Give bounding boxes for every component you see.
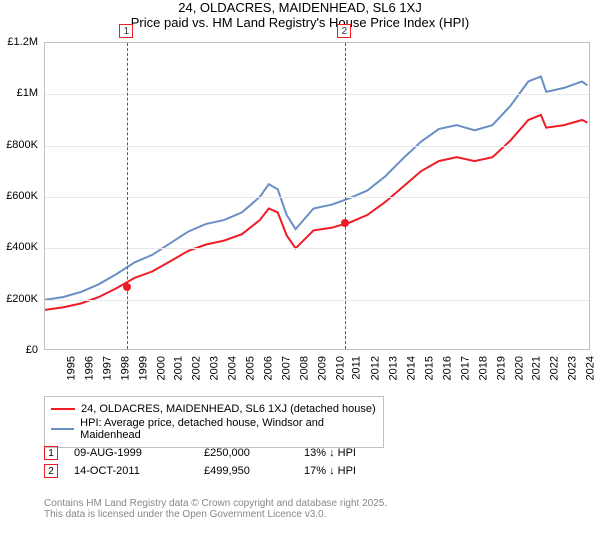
x-tick-label: 2017 <box>459 356 471 380</box>
y-tick-label: £1.2M <box>0 36 38 48</box>
x-tick-label: 2005 <box>245 356 257 380</box>
x-tick-label: 2002 <box>191 356 203 380</box>
x-tick-label: 1999 <box>137 356 149 380</box>
legend-item: 24, OLDACRES, MAIDENHEAD, SL6 1XJ (detac… <box>51 403 377 415</box>
x-tick-label: 1996 <box>83 356 95 380</box>
event-row-marker: 1 <box>44 446 58 460</box>
y-tick-label: £800K <box>0 139 38 151</box>
events-table: 1 09-AUG-1999£250,00013% ↓ HPI 2 14-OCT-201… <box>44 442 404 482</box>
event-marker-dot <box>341 219 349 227</box>
x-tick-label: 2020 <box>513 356 525 380</box>
event-row-date: 09-AUG-1999 <box>74 447 204 459</box>
chart-container: 24, OLDACRES, MAIDENHEAD, SL6 1XJ Price … <box>0 0 600 560</box>
x-tick-label: 2014 <box>406 356 418 380</box>
plot-area <box>44 42 590 350</box>
x-tick-label: 2009 <box>316 356 328 380</box>
event-marker-dot <box>123 283 131 291</box>
y-tick-label: £400K <box>0 241 38 253</box>
x-tick-label: 1995 <box>65 356 77 380</box>
y-tick-label: £0 <box>0 344 38 356</box>
x-tick-label: 2012 <box>370 356 382 380</box>
x-tick-label: 2016 <box>441 356 453 380</box>
legend: 24, OLDACRES, MAIDENHEAD, SL6 1XJ (detac… <box>44 396 384 448</box>
event-row: 2 14-OCT-2011£499,95017% ↓ HPI <box>44 464 404 478</box>
event-marker-label: 2 <box>337 24 351 38</box>
x-tick-label: 2001 <box>173 356 185 380</box>
x-tick-label: 2015 <box>424 356 436 380</box>
chart-subtitle: Price paid vs. HM Land Registry's House … <box>0 15 600 30</box>
x-tick-label: 2006 <box>262 356 274 380</box>
x-tick-label: 1998 <box>119 356 131 380</box>
attribution-footer: Contains HM Land Registry data © Crown c… <box>44 498 387 520</box>
legend-swatch <box>51 428 74 430</box>
chart-title: 24, OLDACRES, MAIDENHEAD, SL6 1XJ <box>0 0 600 15</box>
event-marker-label: 1 <box>119 24 133 38</box>
x-tick-label: 2013 <box>388 356 400 380</box>
x-tick-label: 2024 <box>585 356 597 380</box>
x-tick-label: 2004 <box>227 356 239 380</box>
event-row-price: £250,000 <box>204 447 304 459</box>
y-tick-label: £1M <box>0 87 38 99</box>
x-tick-label: 2021 <box>531 356 543 380</box>
x-tick-label: 2010 <box>334 356 346 380</box>
footer-line-1: Contains HM Land Registry data © Crown c… <box>44 498 387 509</box>
event-row-marker: 2 <box>44 464 58 478</box>
x-tick-label: 2011 <box>351 356 363 380</box>
x-tick-label: 1997 <box>101 356 113 380</box>
legend-swatch <box>51 408 75 410</box>
x-tick-label: 2019 <box>495 356 507 380</box>
x-tick-label: 2022 <box>549 356 561 380</box>
event-row-diff: 17% ↓ HPI <box>304 465 404 477</box>
legend-label: 24, OLDACRES, MAIDENHEAD, SL6 1XJ (detac… <box>81 403 376 415</box>
event-marker-line <box>345 43 346 349</box>
event-marker-line <box>127 43 128 349</box>
x-tick-label: 2023 <box>567 356 579 380</box>
event-row: 1 09-AUG-1999£250,00013% ↓ HPI <box>44 446 404 460</box>
legend-item: HPI: Average price, detached house, Wind… <box>51 417 377 441</box>
legend-label: HPI: Average price, detached house, Wind… <box>80 417 377 441</box>
footer-line-2: This data is licensed under the Open Gov… <box>44 509 387 520</box>
x-tick-label: 2008 <box>298 356 310 380</box>
x-tick-label: 2003 <box>209 356 221 380</box>
x-tick-label: 2000 <box>155 356 167 380</box>
x-tick-label: 2018 <box>477 356 489 380</box>
event-row-diff: 13% ↓ HPI <box>304 447 404 459</box>
x-tick-label: 2007 <box>280 356 292 380</box>
event-row-price: £499,950 <box>204 465 304 477</box>
y-tick-label: £200K <box>0 293 38 305</box>
y-tick-label: £600K <box>0 190 38 202</box>
event-row-date: 14-OCT-2011 <box>74 465 204 477</box>
